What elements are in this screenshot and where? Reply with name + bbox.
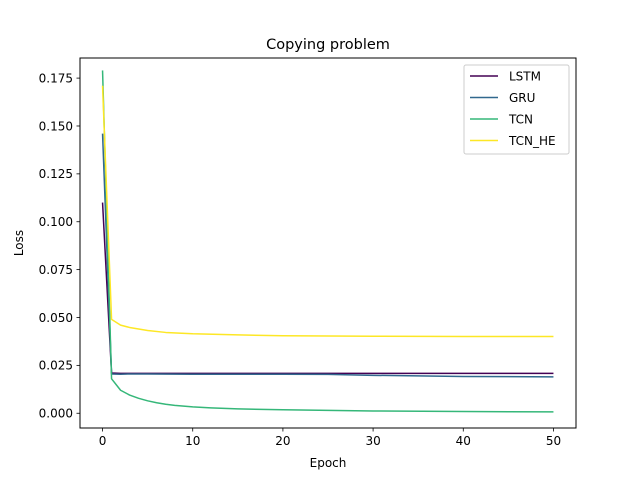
y-tick-label: 0.175 [39, 71, 73, 85]
x-tick-label: 40 [456, 434, 471, 448]
legend-label: LSTM [509, 69, 541, 83]
y-tick-label: 0.100 [39, 215, 73, 229]
x-tick-label: 0 [99, 434, 107, 448]
x-tick-label: 30 [365, 434, 380, 448]
y-tick-label: 0.075 [39, 263, 73, 277]
y-tick-label: 0.050 [39, 311, 73, 325]
legend-label: TCN_HE [508, 134, 556, 148]
y-axis-title: Loss [12, 230, 26, 256]
y-tick-label: 0.150 [39, 119, 73, 133]
y-tick-label: 0.125 [39, 167, 73, 181]
legend-label: TCN [508, 112, 533, 126]
legend-box [463, 64, 570, 155]
y-tick-label: 0.025 [39, 359, 73, 373]
x-tick-label: 50 [546, 434, 561, 448]
y-axis: 0.000 0.025 0.050 0.075 0.100 0.125 0.150 0.175 [39, 71, 80, 421]
x-tick-label: 10 [185, 434, 200, 448]
series-line-gru [101, 133, 554, 378]
series-layer [101, 70, 554, 413]
legend: LSTM GRU TCN TCN_HE [463, 64, 570, 155]
x-tick-label: 20 [275, 434, 290, 448]
plot-frame [79, 57, 577, 429]
x-axis-title: Epoch [310, 456, 347, 470]
legend-label: GRU [509, 91, 535, 105]
series-line-tcn-he [101, 85, 554, 338]
x-axis: 0 10 20 30 40 50 [99, 428, 561, 448]
y-tick-label: 0.000 [39, 407, 73, 421]
chart-title: Copying problem [266, 37, 390, 53]
series-line-tcn [101, 70, 554, 413]
